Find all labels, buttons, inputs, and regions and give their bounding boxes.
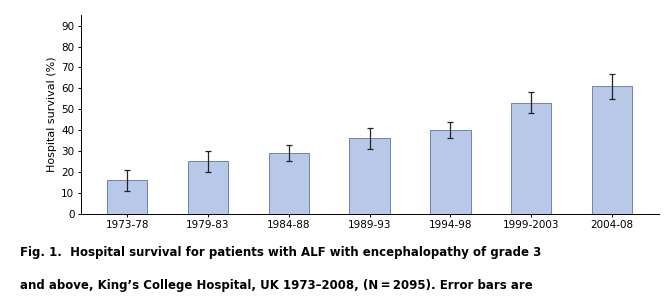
Bar — [349, 138, 390, 214]
Bar — [269, 153, 309, 214]
Bar — [592, 86, 632, 214]
Text: and above, King’s College Hospital, UK 1973–2008, (N = 2095). Error bars are: and above, King’s College Hospital, UK 1… — [20, 279, 533, 292]
Bar — [511, 103, 552, 214]
Y-axis label: Hospital survival (%): Hospital survival (%) — [47, 56, 57, 172]
Bar — [107, 180, 147, 214]
Text: Fig. 1.  Hospital survival for patients with ALF with encephalopathy of grade 3: Fig. 1. Hospital survival for patients w… — [20, 246, 542, 259]
Bar — [430, 130, 470, 214]
Bar — [187, 161, 228, 213]
